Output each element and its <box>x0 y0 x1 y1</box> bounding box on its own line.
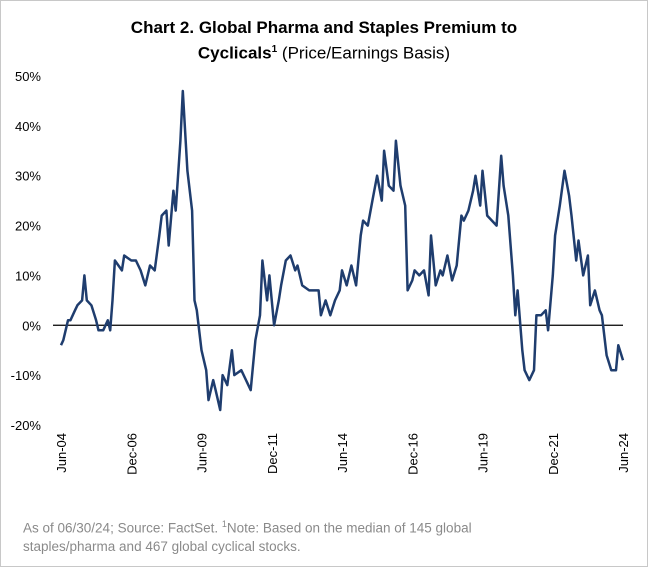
y-tick-label: 40% <box>15 119 41 134</box>
title-superscript: 1 <box>271 44 278 55</box>
y-tick-label: -20% <box>11 418 42 433</box>
series-line <box>59 89 625 412</box>
footnote-source: As of 06/30/24; Source: FactSet. <box>23 520 219 536</box>
chart-subtitle: (Price/Earnings Basis) <box>281 43 451 63</box>
x-tick-label: Dec-21 <box>546 433 561 475</box>
x-tick-label: Jun-04 <box>54 433 69 473</box>
x-tick-label: Jun-09 <box>195 433 210 473</box>
y-tick-label: 30% <box>15 169 41 184</box>
x-tick-label: Dec-11 <box>265 433 280 474</box>
y-tick-label: 50% <box>15 69 41 84</box>
footnote: As of 06/30/24; Source: FactSet. 1Note: … <box>23 515 543 556</box>
x-tick-label: Jun-19 <box>476 433 491 473</box>
footnote-note: Note: Based on the median of 145 global … <box>23 520 472 554</box>
y-tick-label: -10% <box>11 368 42 383</box>
x-tick-label: Jun-14 <box>335 433 350 473</box>
y-tick-label: 10% <box>15 268 41 283</box>
x-tick-label: Dec-06 <box>124 433 139 475</box>
x-tick-label: Jun-24 <box>616 433 631 473</box>
x-tick-label: Dec-16 <box>405 433 420 475</box>
footnote-marker: 1 <box>221 519 227 529</box>
chart-title-block: Chart 2. Global Pharma and Staples Premi… <box>1 17 647 65</box>
y-tick-label: 0% <box>22 318 41 333</box>
y-tick-label: 20% <box>15 219 41 234</box>
chart-title: Chart 2. Global Pharma and Staples Premi… <box>130 18 518 63</box>
